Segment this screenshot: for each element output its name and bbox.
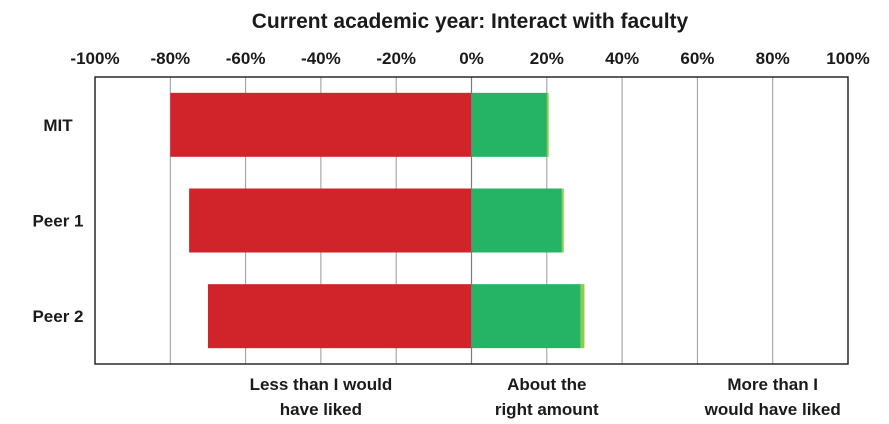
category-label-peer-2: Peer 2 bbox=[32, 307, 83, 326]
bar-mit-series-3 bbox=[546, 92, 549, 157]
bar-peer-1-series-2 bbox=[471, 188, 562, 253]
bar-mit-series-2 bbox=[471, 92, 547, 157]
bars bbox=[170, 92, 585, 349]
category-label-mit: MIT bbox=[43, 116, 73, 135]
region-caption-2: About the right amount bbox=[495, 375, 599, 419]
tick-label: -80% bbox=[150, 49, 190, 68]
tick-label: 80% bbox=[756, 49, 790, 68]
labels: MIT Peer 1 Peer 2 -100% -80% -60% -40% -20% 0% 20… bbox=[32, 49, 869, 419]
region-caption-1: Less than I would have liked bbox=[250, 375, 393, 419]
bar-peer-2-series-1 bbox=[207, 284, 472, 349]
tick-label: 0% bbox=[459, 49, 484, 68]
tick-label: 20% bbox=[530, 49, 564, 68]
tick-label: 100% bbox=[826, 49, 869, 68]
bar-peer-1-series-3 bbox=[561, 188, 564, 253]
tick-label: 60% bbox=[680, 49, 714, 68]
bar-peer-2-series-3 bbox=[580, 284, 585, 349]
bar-mit-series-1 bbox=[170, 92, 472, 157]
bar-peer-1-series-1 bbox=[189, 188, 472, 253]
plot-frame bbox=[94, 76, 849, 365]
tick-label: -40% bbox=[301, 49, 341, 68]
tick-label: -100% bbox=[70, 49, 119, 68]
category-label-peer-1: Peer 1 bbox=[32, 212, 83, 231]
chart-title: Current academic year: Interact with fac… bbox=[252, 10, 689, 33]
tick-label: -20% bbox=[376, 49, 416, 68]
tick-label: -60% bbox=[226, 49, 266, 68]
bar-peer-2-series-2 bbox=[471, 284, 581, 349]
axes bbox=[94, 76, 849, 365]
tick-label: 40% bbox=[605, 49, 639, 68]
